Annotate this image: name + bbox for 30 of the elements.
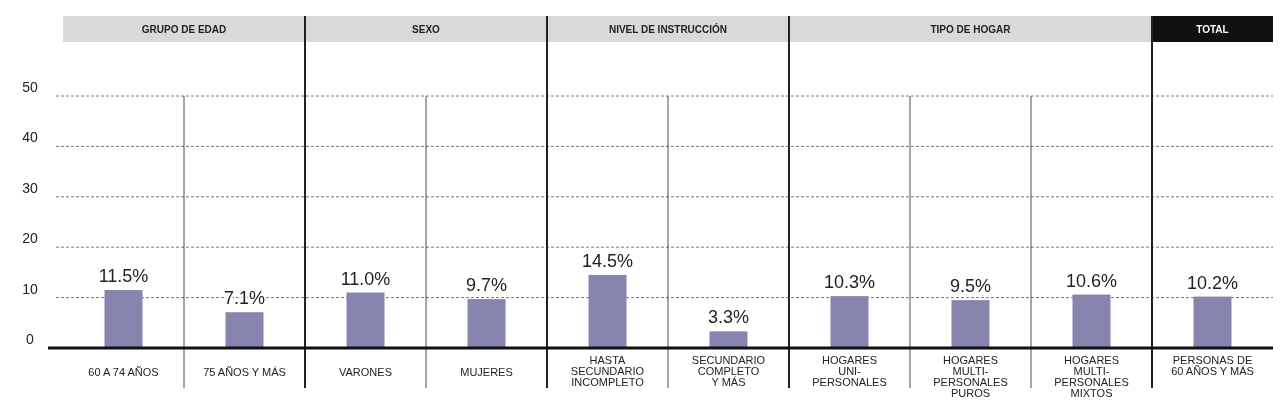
data-label: 10.3% <box>823 272 876 293</box>
x-tick-label: VARONES <box>339 366 392 378</box>
x-tick-label: SECUNDARIO COMPLETO Y MÁS <box>691 354 766 388</box>
y-tick-label: 10 <box>22 280 38 297</box>
x-tick-label: PERSONAS DE 60 AÑOS Y MÁS <box>1171 354 1254 377</box>
x-tick-label: HASTA SECUNDARIO INCOMPLETO <box>570 354 645 388</box>
text: NIVEL DE INSTRUCCIÓN <box>608 23 728 35</box>
y-tick-label: 30 <box>22 179 38 196</box>
x-tick-label: HOGARES UNI- PERSONALES <box>812 354 887 388</box>
text: GRUPO DE EDAD <box>141 24 227 35</box>
x-tick-label: HOGARES MULTI- PERSONALES PUROS <box>933 354 1008 399</box>
x-tick-label: HOGARES MULTI- PERSONALES MIXTOS <box>1054 354 1129 399</box>
x-tick-label: MUJERES <box>460 366 513 378</box>
data-label: 11.5% <box>98 266 149 287</box>
x-tick-label: 75 AÑOS Y MÁS <box>203 366 286 378</box>
text: TOTAL <box>1196 24 1229 35</box>
y-tick-label: 40 <box>22 129 38 146</box>
data-label: 10.2% <box>1186 272 1239 293</box>
y-tick-label: 20 <box>22 230 38 247</box>
text: TIPO DE HOGAR <box>930 24 1012 35</box>
data-label: 10.6% <box>1065 270 1118 291</box>
data-label: 11.0% <box>340 268 391 289</box>
text: SEXO <box>412 24 441 35</box>
data-label: 9.5% <box>949 276 992 297</box>
x-tick-label: 60 A 74 AÑOS <box>88 366 159 378</box>
data-label: 3.3% <box>707 307 750 328</box>
y-tick-label: 0 <box>26 331 35 347</box>
data-label: 14.5% <box>581 250 634 271</box>
y-tick-label: 50 <box>22 79 38 95</box>
data-label: 9.7% <box>465 275 508 296</box>
